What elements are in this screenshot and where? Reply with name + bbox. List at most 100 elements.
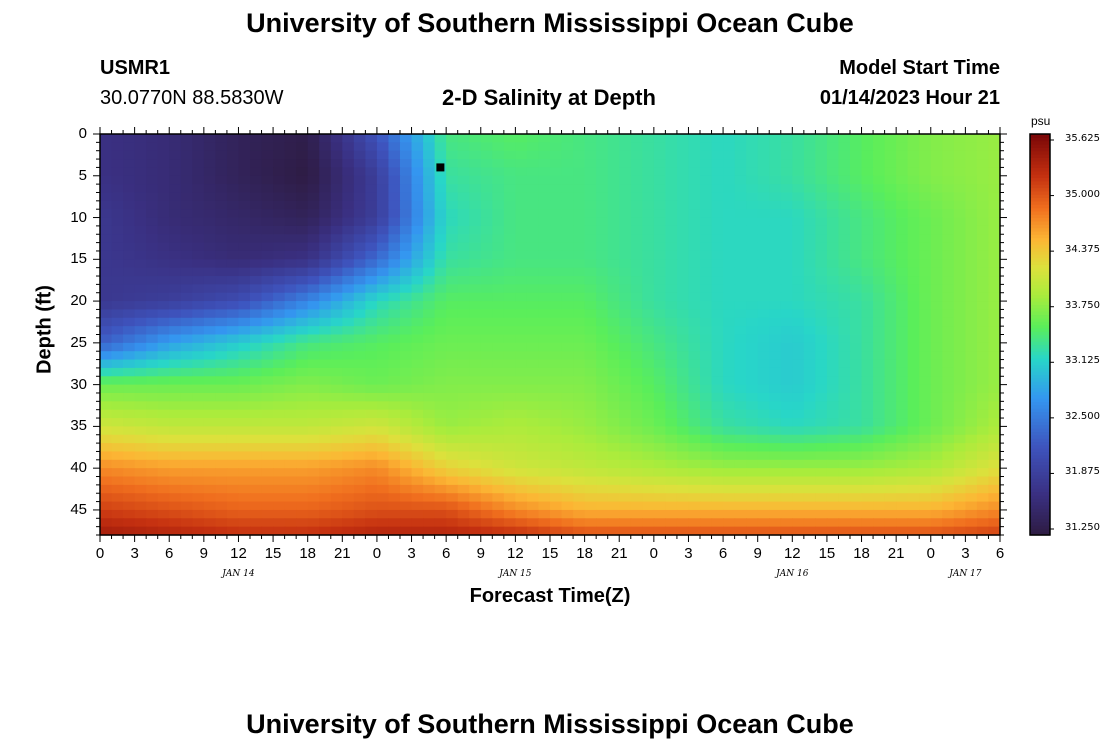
heatmap-cell	[284, 317, 297, 327]
heatmap-cell	[434, 292, 447, 302]
heatmap-cell	[434, 384, 447, 394]
heatmap-cell	[769, 434, 782, 444]
heatmap-cell	[261, 250, 274, 260]
heatmap-cell	[953, 225, 966, 235]
heatmap-cell	[861, 292, 874, 302]
heatmap-cell	[676, 443, 690, 453]
heatmap-cell	[526, 209, 540, 219]
heatmap-cell	[423, 159, 436, 169]
heatmap-cell	[919, 434, 932, 444]
heatmap-cell	[584, 468, 597, 478]
heatmap-cell	[376, 367, 390, 377]
heatmap-cell	[273, 443, 286, 453]
heatmap-cell	[123, 468, 136, 478]
heatmap-cell	[134, 301, 147, 311]
heatmap-cell	[642, 401, 655, 411]
heatmap-cell	[907, 192, 920, 202]
heatmap-cell	[734, 309, 747, 319]
heatmap-cell	[919, 225, 932, 235]
heatmap-cell	[619, 267, 632, 277]
heatmap-cell	[942, 526, 955, 536]
heatmap-cell	[769, 326, 782, 336]
heatmap-cell	[319, 217, 332, 227]
heatmap-cell	[723, 209, 736, 219]
heatmap-cell	[665, 418, 678, 427]
heatmap-cell	[215, 451, 228, 461]
heatmap-cell	[757, 209, 770, 219]
heatmap-cell	[400, 159, 413, 169]
heatmap-cell	[538, 184, 551, 194]
heatmap-cell	[353, 209, 366, 219]
heatmap-cell	[838, 225, 851, 235]
heatmap-cell	[884, 167, 897, 177]
colorbar-swatch	[1030, 321, 1050, 326]
heatmap-cell	[192, 242, 205, 252]
heatmap-cell	[630, 167, 643, 177]
heatmap-cell	[584, 184, 597, 194]
heatmap-cell	[607, 259, 620, 269]
heatmap-cell	[146, 284, 159, 294]
heatmap-cell	[192, 468, 205, 478]
heatmap-cell	[561, 276, 574, 285]
heatmap-cell	[676, 217, 690, 227]
heatmap-cell	[930, 384, 943, 394]
heatmap-cell	[515, 484, 528, 494]
heatmap-cell	[226, 267, 240, 277]
heatmap-cell	[861, 276, 874, 285]
heatmap-cell	[342, 434, 355, 444]
heatmap-cell	[134, 376, 147, 386]
heatmap-cell	[596, 334, 609, 344]
heatmap-cell	[469, 451, 482, 461]
heatmap-cell	[215, 468, 228, 478]
heatmap-cell	[226, 209, 240, 219]
model-start-value: 01/14/2023 Hour 21	[819, 87, 1000, 109]
heatmap-cell	[676, 159, 690, 169]
heatmap-cell	[238, 501, 251, 511]
heatmap-cell	[469, 418, 482, 427]
heatmap-cell	[907, 292, 920, 302]
heatmap-cell	[561, 134, 574, 143]
heatmap-cell	[919, 159, 932, 169]
heatmap-cell	[803, 376, 816, 386]
colorbar-swatch	[1030, 187, 1050, 192]
heatmap-cell	[169, 175, 182, 185]
heatmap-cell	[400, 443, 413, 453]
heatmap-cell	[226, 334, 240, 344]
heatmap-cell	[526, 326, 540, 336]
heatmap-cell	[561, 317, 574, 327]
heatmap-cell	[930, 234, 943, 244]
colorbar-swatch	[1030, 214, 1050, 219]
heatmap-cell	[723, 200, 736, 210]
heatmap-cell	[123, 326, 136, 336]
heatmap-cell	[400, 192, 413, 202]
colorbar-swatch	[1030, 307, 1050, 312]
heatmap-cell	[307, 134, 320, 143]
heatmap-cell	[642, 426, 655, 436]
heatmap-cell	[792, 451, 805, 461]
heatmap-cell	[538, 334, 551, 344]
heatmap-cell	[376, 209, 390, 219]
heatmap-cell	[146, 259, 159, 269]
heatmap-cell	[492, 150, 505, 160]
heatmap-cell	[550, 142, 563, 152]
heatmap-cell	[803, 518, 816, 528]
heatmap-cell	[146, 409, 159, 419]
heatmap-cell	[296, 451, 309, 461]
heatmap-cell	[815, 367, 828, 377]
heatmap-cell	[330, 501, 343, 511]
heatmap-cell	[353, 426, 366, 436]
heatmap-cell	[584, 192, 597, 202]
heatmap-cell	[665, 250, 678, 260]
colorbar-swatch	[1030, 197, 1050, 202]
heatmap-cell	[342, 392, 355, 402]
heatmap-cell	[907, 342, 920, 352]
heatmap-cell	[596, 159, 609, 169]
heatmap-cell	[146, 459, 159, 469]
heatmap-cell	[134, 476, 147, 486]
colorbar-swatch	[1030, 531, 1050, 536]
heatmap-cell	[757, 359, 770, 369]
heatmap-cell	[976, 242, 990, 252]
heatmap-cell	[688, 150, 701, 160]
heatmap-cell	[953, 250, 966, 260]
heatmap-cell	[503, 459, 516, 469]
